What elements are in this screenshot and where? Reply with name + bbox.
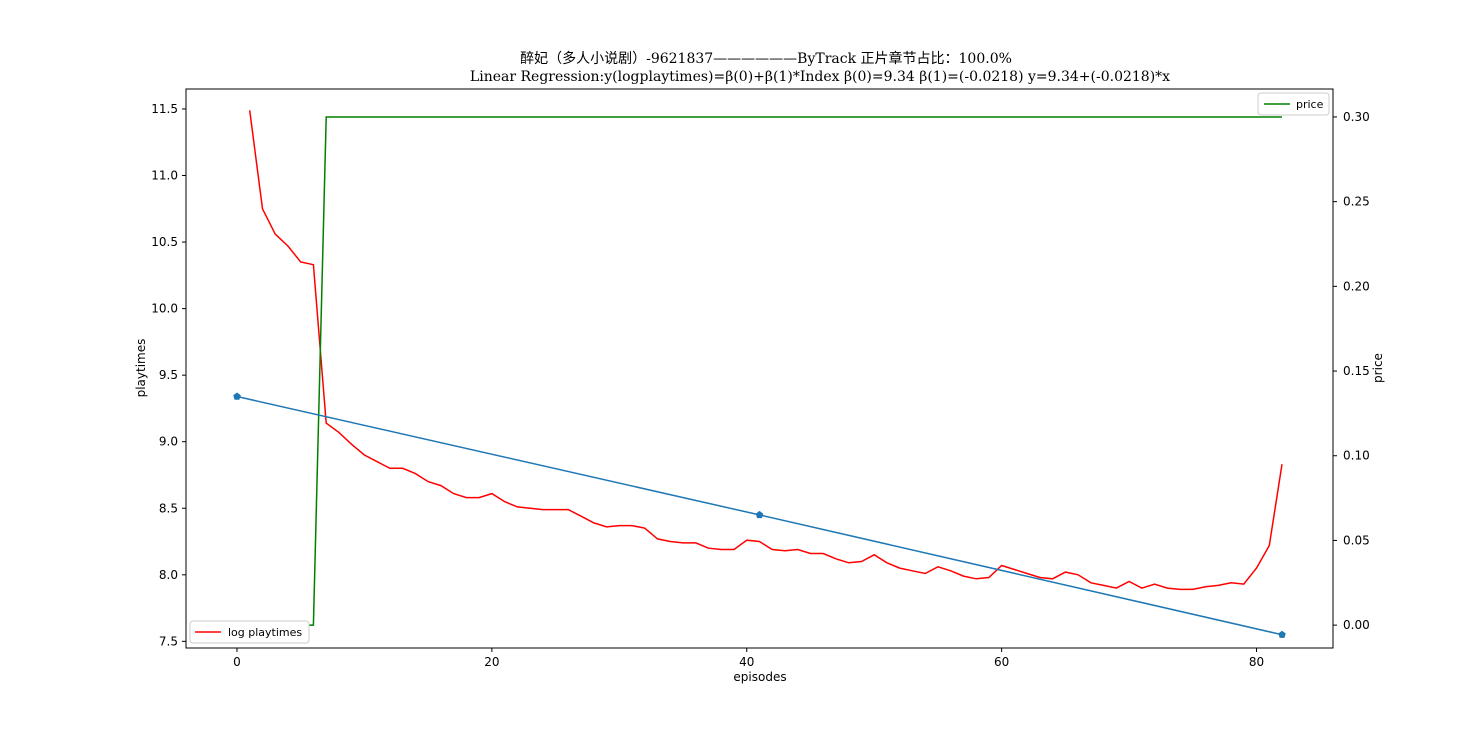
y-right-tick-label: 0.30: [1343, 110, 1370, 124]
y-right-tick-label: 0.20: [1343, 279, 1370, 293]
y-right-tick-label: 0.15: [1343, 364, 1370, 378]
x-tick-label: 80: [1249, 655, 1264, 669]
series-2-point: [1278, 630, 1286, 638]
x-axis-label: episodes: [733, 670, 786, 684]
x-tick-label: 20: [484, 655, 499, 669]
axis-ticks: 0 20 40 60 80 7.5 8.0 8.5 9.0 9.5 10.0 10.5 11.0 11.5…: [151, 102, 1369, 669]
y-left-tick-label: 9.5: [159, 368, 178, 382]
x-tick-label: 60: [994, 655, 1009, 669]
y-left-tick-label: 8.0: [159, 568, 178, 582]
y-axis-left-label: playtimes: [134, 339, 148, 398]
series-2-point: [755, 510, 764, 519]
y-left-tick-label: 8.5: [159, 501, 178, 515]
y-left-tick-label: 10.5: [151, 235, 178, 249]
plot-area: [233, 110, 1286, 638]
legend-right-box: [1257, 92, 1330, 116]
y-right-tick-label: 0.10: [1343, 449, 1370, 463]
plot-frame: [185, 88, 1334, 649]
legend-left: log playtimes: [189, 620, 310, 644]
y-left-tick-label: 10.0: [151, 302, 178, 316]
y-left-tick-label: 11.0: [151, 169, 178, 183]
y-left-tick-label: 9.0: [159, 435, 178, 449]
x-tick-label: 0: [233, 655, 241, 669]
x-tick-label: 40: [739, 655, 754, 669]
legend-log-playtimes-label: log playtimes: [228, 626, 302, 639]
series-2-point: [233, 392, 241, 400]
legend-price-label: price: [1296, 98, 1324, 111]
y-left-tick-label: 11.5: [151, 102, 178, 116]
price-line: [249, 116, 1282, 626]
legend-left-box: [189, 620, 310, 644]
y-right-tick-label: 0.05: [1343, 533, 1370, 547]
chart-subtitle: Linear Regression:y(logplaytimes)=β(0)+β…: [470, 69, 1170, 85]
y-right-tick-label: 0.25: [1343, 195, 1370, 209]
legend-right: price: [1257, 92, 1330, 116]
y-right-tick-label: 0.00: [1343, 618, 1370, 632]
log-playtimes-line: [248, 110, 1283, 591]
y-left-tick-label: 7.5: [159, 634, 178, 648]
y-axis-right-label: price: [1371, 353, 1385, 383]
chart-title: 醉妃（多人小说剧）-9621837——————ByTrack 正片章节占比：10…: [520, 50, 1012, 67]
